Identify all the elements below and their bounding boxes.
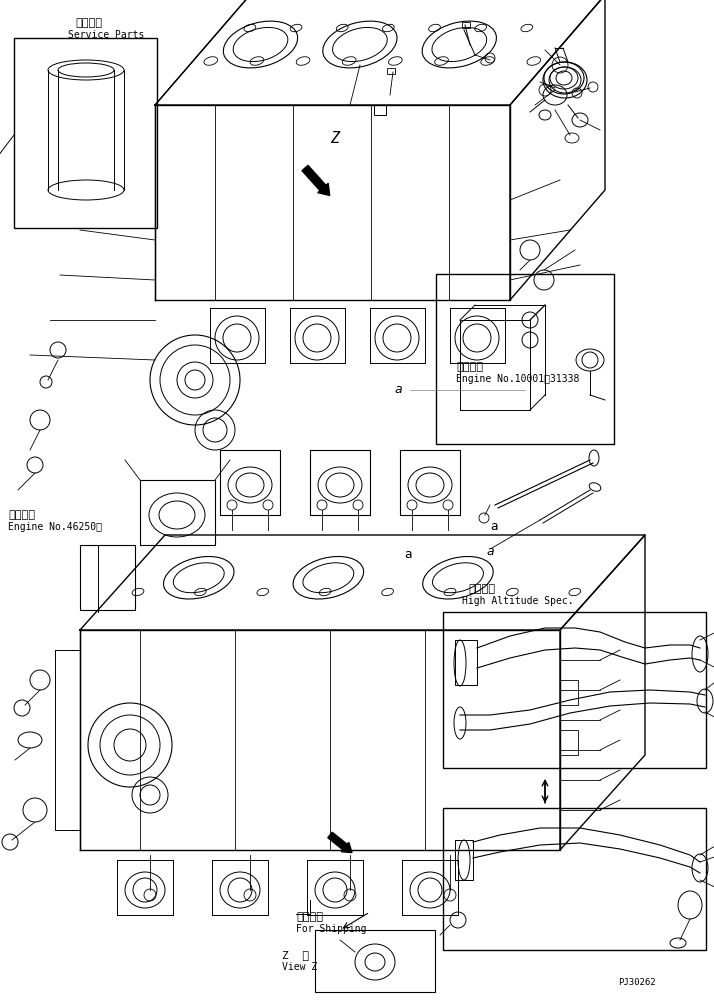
Text: a: a (490, 520, 498, 533)
Text: 補給専用: 補給専用 (75, 18, 102, 28)
Text: High Altitude Spec.: High Altitude Spec. (462, 596, 573, 606)
Text: View Z: View Z (282, 962, 317, 972)
Bar (14, 38, 157, 228)
Bar (315, 930, 435, 992)
Bar (436, 274, 614, 444)
Text: 適用号機: 適用号機 (8, 510, 35, 520)
Text: Z  視: Z 視 (282, 950, 309, 960)
Text: a: a (404, 548, 411, 561)
Bar (443, 612, 706, 768)
Bar (387, 68, 395, 74)
Text: a: a (486, 545, 494, 558)
Text: 運況部品: 運況部品 (296, 912, 323, 922)
Bar (455, 640, 477, 685)
Text: Z: Z (331, 131, 340, 146)
Text: Service Parts: Service Parts (68, 30, 144, 40)
FancyArrow shape (302, 165, 330, 195)
Text: 適用号機: 適用号機 (456, 362, 483, 372)
Bar (560, 730, 578, 755)
Bar (443, 808, 706, 950)
Text: PJ30262: PJ30262 (618, 978, 655, 987)
FancyArrow shape (328, 832, 352, 853)
Bar (374, 105, 386, 115)
Bar (462, 22, 470, 28)
Text: Engine No.46250～: Engine No.46250～ (8, 522, 102, 532)
Text: For Shipping: For Shipping (296, 924, 366, 934)
Bar (455, 840, 473, 880)
Text: a: a (394, 383, 402, 396)
Text: Engine No.10001～31338: Engine No.10001～31338 (456, 374, 579, 384)
Bar (560, 680, 578, 705)
Bar (80, 545, 135, 610)
Text: 高地仕様: 高地仕様 (468, 584, 495, 594)
